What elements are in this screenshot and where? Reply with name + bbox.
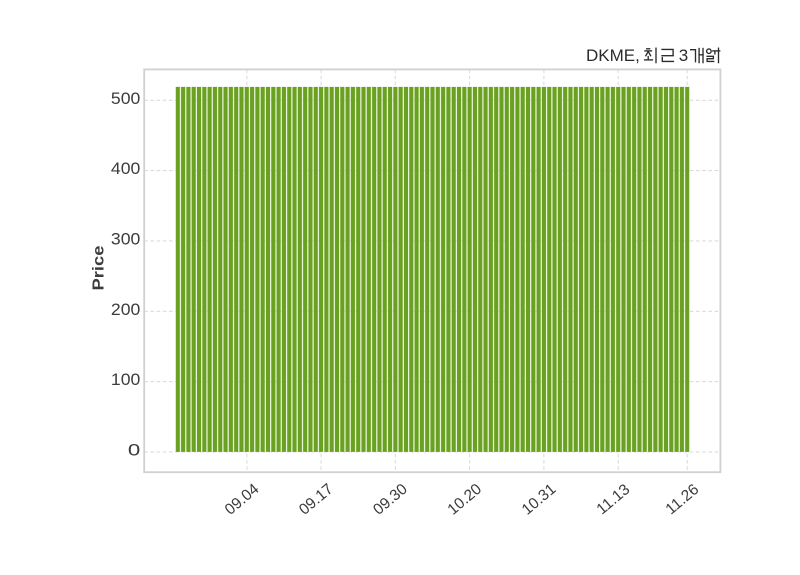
svg-text:DKME,: DKME, [586, 46, 640, 65]
svg-text:500: 500 [111, 90, 140, 108]
svg-text:100: 100 [111, 371, 140, 389]
svg-text:300: 300 [111, 231, 140, 249]
svg-text:0: 0 [128, 442, 140, 460]
svg-text:Price: Price [91, 245, 108, 290]
svg-text:200: 200 [111, 301, 140, 319]
svg-text:400: 400 [111, 160, 140, 178]
svg-text:3: 3 [679, 46, 688, 65]
